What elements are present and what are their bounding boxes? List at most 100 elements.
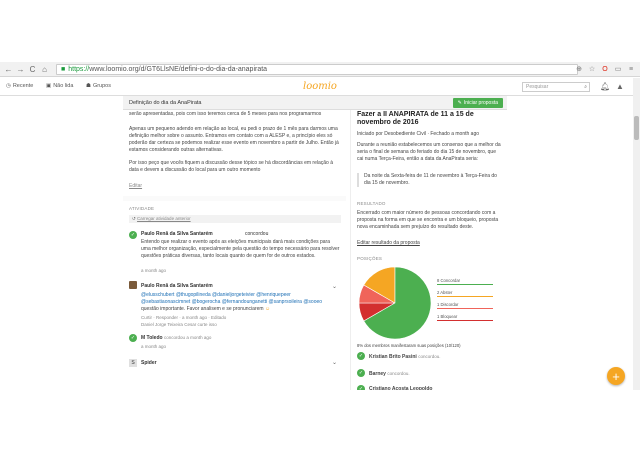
search-input[interactable]: Pesquisar ⌕ <box>522 82 590 92</box>
nav-unread-label: Não lida <box>53 83 74 89</box>
history-icon: ↺ <box>132 216 136 221</box>
proposal-body: Durante a reunião estabelecemos um conse… <box>357 142 501 162</box>
page-scrollbar[interactable] <box>633 78 640 390</box>
activity-body: Entendo que realizar o evento após as el… <box>141 239 340 259</box>
proposal-quote: Da noite da Sexta-feira de 11 de novembr… <box>357 173 502 187</box>
nav-unread[interactable]: ▣ Não lida <box>46 83 73 89</box>
nav-groups-label: Grupos <box>92 83 111 89</box>
avatar <box>129 281 137 289</box>
positions-header: POSIÇÕES <box>357 256 383 261</box>
result-header: RESULTADO <box>357 201 386 206</box>
address-bar[interactable]: ■ https:// www.loomio.org /d/GT6LlsNE/de… <box>56 64 578 75</box>
activity-verb: concordou <box>163 335 185 340</box>
vote-line: Barney concordou. <box>369 370 499 378</box>
opera-icon[interactable]: O <box>602 65 608 73</box>
nav-recent-label: Recente <box>12 83 34 89</box>
proposal-meta: Iniciado por Desobediente Civil · Fechad… <box>357 131 480 137</box>
activity-card: ATIVIDADE ↺ Carregar atividade anterior … <box>123 201 346 390</box>
back-icon[interactable]: ← <box>4 65 13 74</box>
positions-pie <box>358 266 432 340</box>
vote-author: Cristiano Acosta Leopoldo <box>369 386 433 390</box>
thread-title: Definição do dia da AnaPirata <box>129 100 202 106</box>
comment-body-text: questão importante. Favor analisem e se … <box>141 306 264 312</box>
forward-icon[interactable]: → <box>16 65 25 74</box>
browser-toolbar: ← → C ⌂ ■ https:// www.loomio.org /d/GT6… <box>0 62 640 77</box>
avatar: S <box>129 359 137 367</box>
search-icon: ⌕ <box>584 84 587 90</box>
discussion-context: serão apresentadas, pois com isso teremo… <box>123 110 346 196</box>
menu-icon[interactable]: ≡ <box>628 65 634 73</box>
result-body: Encerrado com maior número de pessoas co… <box>357 210 499 230</box>
vote-author: Barney <box>369 371 386 377</box>
megaphone-icon: ✎ <box>457 100 462 106</box>
participation-text: 8% dos membros manifestaram suas posiçõe… <box>357 343 461 348</box>
activity-author: Paulo Renã da Silva Santarém <box>141 231 213 237</box>
comment-body: questão importante. Favor analisem e se … <box>141 306 336 313</box>
chevron-down-icon[interactable]: ⌄ <box>332 284 338 290</box>
legend-item: 1 Bloquear <box>437 314 497 321</box>
vote-line: Kristian Brito Pasini concordou. <box>369 353 499 361</box>
agree-icon: ✓ <box>129 334 137 342</box>
edit-result-link[interactable]: Editar resultado da proposta <box>357 240 420 246</box>
vote-author: Kristian Brito Pasini <box>369 354 417 360</box>
clock-icon: ◷ <box>6 83 11 89</box>
url-scheme: https:// <box>68 66 90 73</box>
comment-actions[interactable]: Curtir · Responder · a month ago · Edita… <box>141 315 227 320</box>
edit-context-link[interactable]: Editar <box>129 183 143 189</box>
reload-icon[interactable]: C <box>29 65 36 74</box>
context-paragraph-0: serão apresentadas, pois com isso teremo… <box>129 111 322 117</box>
comment-likes: Daniel Jorge Teixeira Cesar curte isso <box>141 322 217 327</box>
agree-icon: ✓ <box>357 369 365 377</box>
activity-author: M Toledo <box>141 335 163 341</box>
agree-icon: ✓ <box>357 385 365 390</box>
loomio-logo[interactable]: loomio <box>303 81 337 92</box>
start-proposal-label: Iniciar proposta <box>463 100 498 106</box>
home-icon[interactable]: ⌂ <box>42 65 47 74</box>
url-path: /d/GT6LlsNE/defini-o-do-dia-da-anapirata <box>138 66 268 73</box>
legend-item: 1 Discordar <box>437 302 497 309</box>
context-paragraph-1: Apenas um pequeno adendo em relação ao l… <box>129 126 339 153</box>
emoji-icon: ☺ <box>264 306 271 312</box>
activity-header: ATIVIDADE <box>129 206 155 211</box>
proposal-title: Fazer a II ANAPIRATA de 11 a 15 de novem… <box>357 111 474 126</box>
agree-icon: ✓ <box>129 231 137 239</box>
activity-time: a month ago <box>141 344 167 349</box>
nav-groups[interactable]: ☗ Grupos <box>86 83 111 89</box>
legend-swatch <box>437 284 493 285</box>
proposal-column: Fazer a II ANAPIRATA de 11 a 15 de novem… <box>350 110 507 390</box>
vote-verb: concordou. <box>387 371 410 376</box>
discussion-column: serão apresentadas, pois com isso teremo… <box>123 110 346 390</box>
zoom-icon[interactable]: ⊕ <box>576 66 582 73</box>
activity-time: a month ago <box>141 268 167 273</box>
vote-verb: concordou. <box>418 354 441 359</box>
activity-author: Spider <box>141 360 157 366</box>
vote-line: Cristiano Acosta Leopoldo <box>369 386 499 390</box>
lock-icon: ■ <box>61 66 66 73</box>
comment-author: Paulo Renã da Silva Santarém <box>141 283 213 289</box>
groups-icon: ☗ <box>86 83 91 89</box>
legend-swatch <box>437 308 493 309</box>
url-host: www.loomio.org <box>89 66 139 73</box>
nav-recent[interactable]: ◷ Recente <box>6 83 33 89</box>
activity-verb: concordou <box>245 231 269 237</box>
chevron-down-icon[interactable]: ⌄ <box>332 360 338 366</box>
agree-icon: ✓ <box>357 352 365 360</box>
start-proposal-button[interactable]: ✎ Iniciar proposta <box>452 98 503 108</box>
comment-mentions[interactable]: @elusschubert @thugopilineda @danieljorg… <box>141 292 323 305</box>
context-paragraph-2: Por isso peço que vocês fiquem a discuss… <box>129 160 334 173</box>
scrollbar-thumb[interactable] <box>634 116 639 140</box>
load-more-label: Carregar atividade anterior <box>137 216 191 221</box>
activity-line: M Toledo concordou a month ago <box>141 335 211 341</box>
load-more-activity[interactable]: ↺ Carregar atividade anterior <box>129 215 341 223</box>
plus-icon: + <box>612 368 620 384</box>
legend-item: 8 Concordar <box>437 278 497 285</box>
add-button[interactable]: + <box>607 367 625 385</box>
activity-time-inline: a month ago <box>186 335 212 340</box>
star-icon[interactable]: ☆ <box>588 66 596 73</box>
notifications-icon[interactable]: 🔔︎ <box>600 82 611 91</box>
app-header: ◷ Recente ▣ Não lida ☗ Grupos loomio Pes… <box>0 78 640 96</box>
extension-icon[interactable]: ▭ <box>614 66 622 73</box>
legend-swatch <box>437 320 493 321</box>
user-menu-icon[interactable]: ▲ <box>616 82 624 91</box>
pie-slice <box>363 266 432 340</box>
